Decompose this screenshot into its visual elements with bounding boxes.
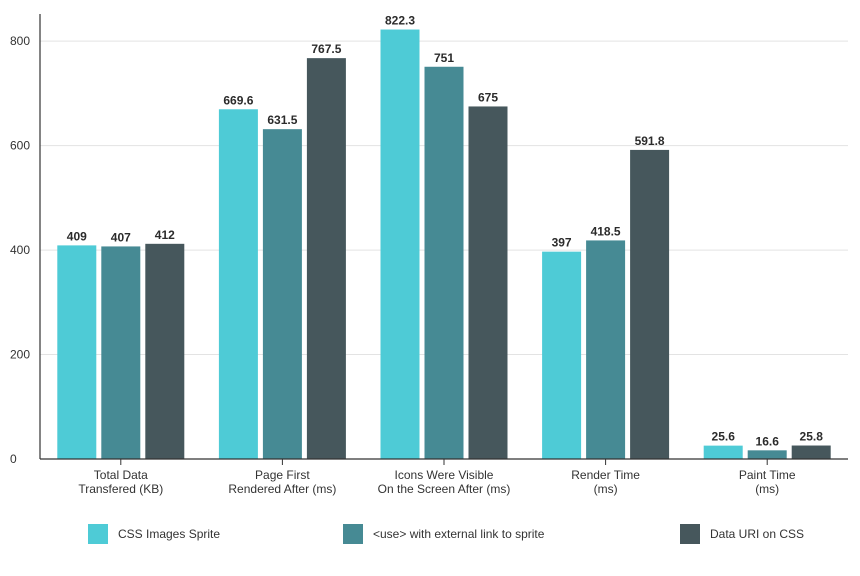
category-label-1-line-1: Rendered After (ms) [228, 482, 336, 496]
data-label-1-1: 631.5 [267, 113, 297, 127]
bar-1-2 [306, 58, 346, 459]
data-label-2-1: 751 [434, 51, 454, 65]
data-label-3-0: 397 [552, 236, 572, 250]
legend: CSS Images Sprite <use> with external li… [0, 518, 860, 550]
bar-4-1 [747, 450, 787, 459]
bar-3-1 [586, 240, 626, 459]
bar-0-0 [57, 245, 97, 459]
category-label-0-line-0: Total Data [94, 468, 148, 482]
legend-item-use-external-link: <use> with external link to sprite [343, 518, 544, 550]
data-label-2-2: 675 [478, 90, 498, 104]
bar-2-2 [468, 106, 508, 459]
x-axis-ticks [120, 459, 768, 465]
bar-0-1 [101, 246, 141, 459]
y-tick-label-200: 200 [10, 348, 30, 362]
category-label-1-line-0: Page First [255, 468, 310, 482]
bar-4-2 [791, 445, 831, 459]
legend-swatch-data-uri-on-css [680, 524, 700, 544]
category-label-2-line-1: On the Screen After (ms) [378, 482, 511, 496]
bar-1-0 [218, 109, 258, 459]
legend-swatch-use-external-link [343, 524, 363, 544]
category-label-3-line-0: Render Time [571, 468, 640, 482]
bars [57, 29, 831, 460]
category-label-2-line-0: Icons Were Visible [395, 468, 494, 482]
y-tick-label-600: 600 [10, 139, 30, 153]
data-label-2-0: 822.3 [385, 14, 415, 28]
category-label-4-line-1: (ms) [755, 482, 779, 496]
data-label-1-2: 767.5 [311, 42, 341, 56]
legend-label-css-images-sprite: CSS Images Sprite [118, 527, 221, 541]
bar-2-1 [424, 66, 464, 459]
data-label-1-0: 669.6 [223, 93, 253, 107]
bar-3-2 [630, 149, 670, 459]
bar-2-0 [380, 29, 420, 460]
data-label-4-1: 16.6 [756, 434, 780, 448]
category-label-4-line-0: Paint Time [739, 468, 796, 482]
bar-0-2 [145, 243, 185, 459]
data-label-4-2: 25.8 [800, 430, 824, 444]
legend-item-css-images-sprite: CSS Images Sprite [88, 518, 220, 550]
data-labels: 409 407 412 669.6 631.5 767.5 822.3 751 675 397 41… [67, 14, 823, 449]
data-label-0-1: 407 [111, 230, 131, 244]
y-tick-label-400: 400 [10, 243, 30, 257]
legend-label-data-uri-on-css: Data URI on CSS [710, 527, 805, 541]
data-label-3-1: 418.5 [591, 224, 621, 238]
bar-3-0 [542, 251, 582, 459]
data-label-0-2: 412 [155, 228, 175, 242]
data-label-4-0: 25.6 [712, 430, 736, 444]
legend-item-data-uri-on-css: Data URI on CSS [680, 518, 804, 550]
category-label-3-line-1: (ms) [594, 482, 618, 496]
bar-4-0 [703, 445, 743, 459]
data-label-0-0: 409 [67, 229, 87, 243]
y-tick-label-0: 0 [10, 452, 17, 466]
legend-label-use-external-link: <use> with external link to sprite [373, 527, 545, 541]
data-label-3-2: 591.8 [635, 134, 665, 148]
bar-1-1 [262, 129, 302, 459]
category-label-0-line-1: Transfered (KB) [78, 482, 163, 496]
legend-swatch-css-images-sprite [88, 524, 108, 544]
y-tick-label-800: 800 [10, 34, 30, 48]
y-axis-ticks: 0 200 400 600 800 [10, 34, 30, 466]
